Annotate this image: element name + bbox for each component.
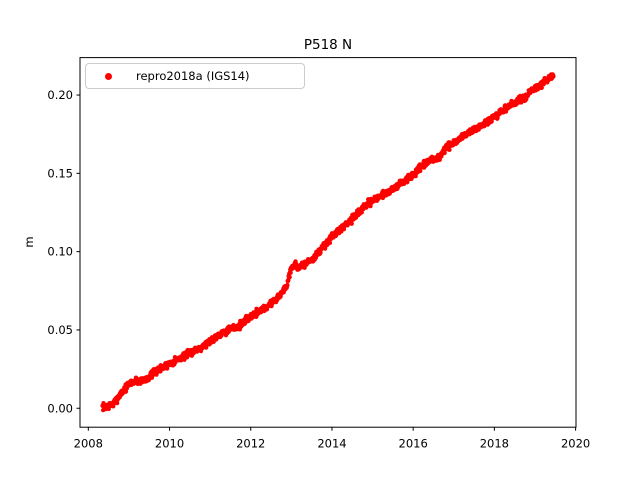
plot-frame [79,57,577,428]
scatter-series [100,72,556,413]
data-point [313,255,319,260]
x-tick-label: 2020 [561,437,590,451]
data-point [287,274,292,280]
data-point [442,150,447,156]
data-point [285,282,290,288]
legend: repro2018a (IGS14) [85,63,305,89]
data-point [203,345,209,350]
data-point [418,168,423,174]
data-point [539,85,544,90]
data-point [288,270,293,275]
chart-title: P518 N [303,37,353,53]
data-point [184,355,190,360]
data-point [219,333,224,338]
legend-label: repro2018a (IGS14) [136,69,250,83]
x-tick-label: 2010 [155,437,184,451]
y-tick-label: 0.15 [47,166,73,180]
data-point [551,74,556,79]
y-tick-label: 0.00 [47,401,73,415]
data-point [318,250,323,255]
x-tick-label: 2012 [236,437,265,451]
legend-marker-icon [105,72,112,80]
x-tick-label: 2016 [399,437,428,451]
data-point [327,240,333,246]
data-point [341,227,347,232]
y-tick-label: 0.10 [47,245,73,259]
x-tick-label: 2014 [317,437,346,451]
y-tick-label: 0.20 [47,88,73,102]
data-point [447,147,452,152]
x-tick-label: 2018 [480,437,509,451]
y-tick-label: 0.05 [47,323,73,337]
data-point [349,221,354,226]
x-tick-label: 2008 [74,437,103,451]
